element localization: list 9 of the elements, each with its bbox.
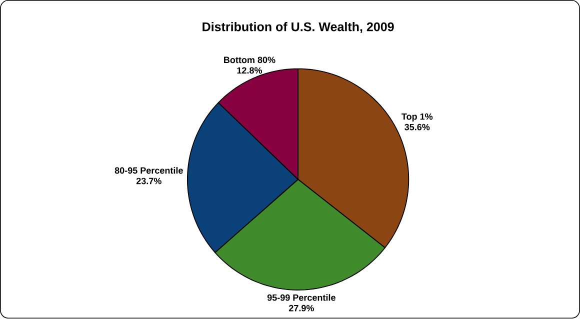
- data-label: 27.9%: [288, 305, 314, 312]
- data-label: 35.6%: [404, 124, 430, 130]
- slice-label: Top 1%: [402, 114, 433, 122]
- slice-label: Bottom 80%: [224, 56, 276, 64]
- slice-label: 80-95 Percentile: [114, 167, 183, 174]
- chart-title: Distribution of U.S. Wealth, 2009: [202, 22, 394, 34]
- slice-label: 95-99 Percentile: [267, 294, 336, 302]
- data-label: 23.7%: [136, 178, 162, 184]
- data-label: 12.8%: [237, 67, 262, 74]
